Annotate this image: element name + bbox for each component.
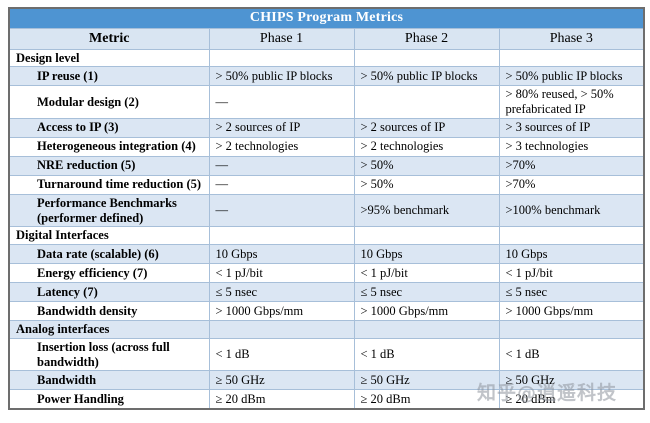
- value-cell: [498, 320, 645, 339]
- value-cell: > 2 technologies: [208, 136, 355, 157]
- metric-cell: Access to IP (3): [8, 117, 210, 138]
- value-cell: > 50% public IP blocks: [208, 66, 355, 87]
- table-row: Turnaround time reduction (5) — > 50% >70%: [8, 174, 645, 195]
- value-cell: [353, 48, 500, 68]
- value-cell: ≥ 50 GHz: [208, 370, 355, 391]
- value-cell: > 2 technologies: [353, 136, 500, 157]
- value-cell: > 50% public IP blocks: [498, 66, 645, 87]
- table-row: Power Handling ≥ 20 dBm ≥ 20 dBm ≥ 20 dBm: [8, 389, 645, 410]
- value-cell: ≥ 50 GHz: [353, 370, 500, 391]
- section-row: Design level: [8, 48, 645, 68]
- value-cell: < 1 pJ/bit: [498, 263, 645, 283]
- value-cell: ≥ 20 dBm: [353, 389, 500, 410]
- metric-cell: NRE reduction (5): [8, 155, 210, 176]
- table-header-row: Metric Phase 1 Phase 2 Phase 3: [8, 27, 645, 50]
- value-cell: >95% benchmark: [353, 193, 500, 228]
- metric-cell: Bandwidth density: [8, 301, 210, 321]
- value-cell: —: [208, 174, 355, 195]
- value-cell: < 1 dB: [208, 337, 355, 372]
- table-row: Data rate (scalable) (6) 10 Gbps 10 Gbps 10…: [8, 244, 645, 264]
- value-cell: ≥ 20 dBm: [208, 389, 355, 410]
- value-cell: [353, 85, 500, 119]
- value-cell: 10 Gbps: [208, 244, 355, 264]
- metric-cell: Data rate (scalable) (6): [8, 244, 210, 264]
- column-header-phase-2: Phase 2: [353, 27, 500, 50]
- value-cell: < 1 dB: [498, 337, 645, 372]
- table-row: Modular design (2) — > 80% reused, > 50% p…: [8, 85, 645, 119]
- value-cell: > 3 sources of IP: [498, 117, 645, 138]
- value-cell: [353, 226, 500, 245]
- value-cell: >70%: [498, 155, 645, 176]
- table-row: NRE reduction (5) — > 50% >70%: [8, 155, 645, 176]
- column-header-metric: Metric: [8, 27, 210, 50]
- value-cell: —: [208, 193, 355, 228]
- table-row: Access to IP (3) > 2 sources of IP > 2 sou…: [8, 117, 645, 138]
- value-cell: > 1000 Gbps/mm: [498, 301, 645, 321]
- metric-cell: Analog interfaces: [8, 320, 210, 339]
- column-header-phase-1: Phase 1: [208, 27, 355, 50]
- value-cell: [208, 320, 355, 339]
- value-cell: < 1 dB: [353, 337, 500, 372]
- table-title-row: CHIPS Program Metrics: [8, 7, 645, 29]
- table-row: Insertion loss (across full bandwidth) < …: [8, 337, 645, 372]
- value-cell: ≤ 5 nsec: [208, 282, 355, 302]
- metric-cell: IP reuse (1): [8, 66, 210, 87]
- value-cell: [498, 48, 645, 68]
- metric-cell: Performance Benchmarks (performer define…: [8, 193, 210, 228]
- metric-cell: Insertion loss (across full bandwidth): [8, 337, 210, 372]
- table-row: Energy efficiency (7) < 1 pJ/bit < 1 pJ/bi…: [8, 263, 645, 283]
- chips-metrics-table-container: CHIPS Program Metrics Metric Phase 1 Pha…: [8, 7, 646, 410]
- metric-cell: Turnaround time reduction (5): [8, 174, 210, 195]
- table-row: Latency (7) ≤ 5 nsec ≤ 5 nsec ≤ 5 nsec: [8, 282, 645, 302]
- metric-cell: Digital Interfaces: [8, 226, 210, 245]
- table-row: Bandwidth ≥ 50 GHz ≥ 50 GHz ≥ 50 GHz: [8, 370, 645, 391]
- table-row: Heterogeneous integration (4) > 2 technol…: [8, 136, 645, 157]
- value-cell: >70%: [498, 174, 645, 195]
- section-row: Analog interfaces: [8, 320, 645, 339]
- value-cell: —: [208, 85, 355, 119]
- value-cell: < 1 pJ/bit: [353, 263, 500, 283]
- metric-cell: Design level: [8, 48, 210, 68]
- value-cell: [208, 48, 355, 68]
- value-cell: > 50% public IP blocks: [353, 66, 500, 87]
- value-cell: < 1 pJ/bit: [208, 263, 355, 283]
- value-cell: —: [208, 155, 355, 176]
- value-cell: ≤ 5 nsec: [498, 282, 645, 302]
- value-cell: > 1000 Gbps/mm: [208, 301, 355, 321]
- value-cell: [353, 320, 500, 339]
- table-title: CHIPS Program Metrics: [8, 7, 645, 29]
- value-cell: > 3 technologies: [498, 136, 645, 157]
- value-cell: ≥ 20 dBm: [498, 389, 645, 410]
- value-cell: ≥ 50 GHz: [498, 370, 645, 391]
- metric-cell: Latency (7): [8, 282, 210, 302]
- value-cell: [498, 226, 645, 245]
- value-cell: > 1000 Gbps/mm: [353, 301, 500, 321]
- value-cell: > 2 sources of IP: [208, 117, 355, 138]
- metric-cell: Heterogeneous integration (4): [8, 136, 210, 157]
- table-row: IP reuse (1) > 50% public IP blocks > 50% …: [8, 66, 645, 87]
- chips-metrics-table: CHIPS Program Metrics Metric Phase 1 Pha…: [8, 7, 646, 410]
- value-cell: >100% benchmark: [498, 193, 645, 228]
- table-row: Performance Benchmarks (performer define…: [8, 193, 645, 228]
- value-cell: [208, 226, 355, 245]
- value-cell: ≤ 5 nsec: [353, 282, 500, 302]
- metric-cell: Power Handling: [8, 389, 210, 410]
- table-row: Bandwidth density > 1000 Gbps/mm > 1000 Gb…: [8, 301, 645, 321]
- value-cell: 10 Gbps: [498, 244, 645, 264]
- metric-cell: Energy efficiency (7): [8, 263, 210, 283]
- value-cell: > 80% reused, > 50% prefabricated IP: [498, 85, 645, 119]
- column-header-phase-3: Phase 3: [498, 27, 645, 50]
- metric-cell: Modular design (2): [8, 85, 210, 119]
- section-row: Digital Interfaces: [8, 226, 645, 245]
- value-cell: > 2 sources of IP: [353, 117, 500, 138]
- value-cell: 10 Gbps: [353, 244, 500, 264]
- metric-cell: Bandwidth: [8, 370, 210, 391]
- value-cell: > 50%: [353, 174, 500, 195]
- value-cell: > 50%: [353, 155, 500, 176]
- table-body: Design level IP reuse (1) > 50% public IP …: [8, 48, 645, 410]
